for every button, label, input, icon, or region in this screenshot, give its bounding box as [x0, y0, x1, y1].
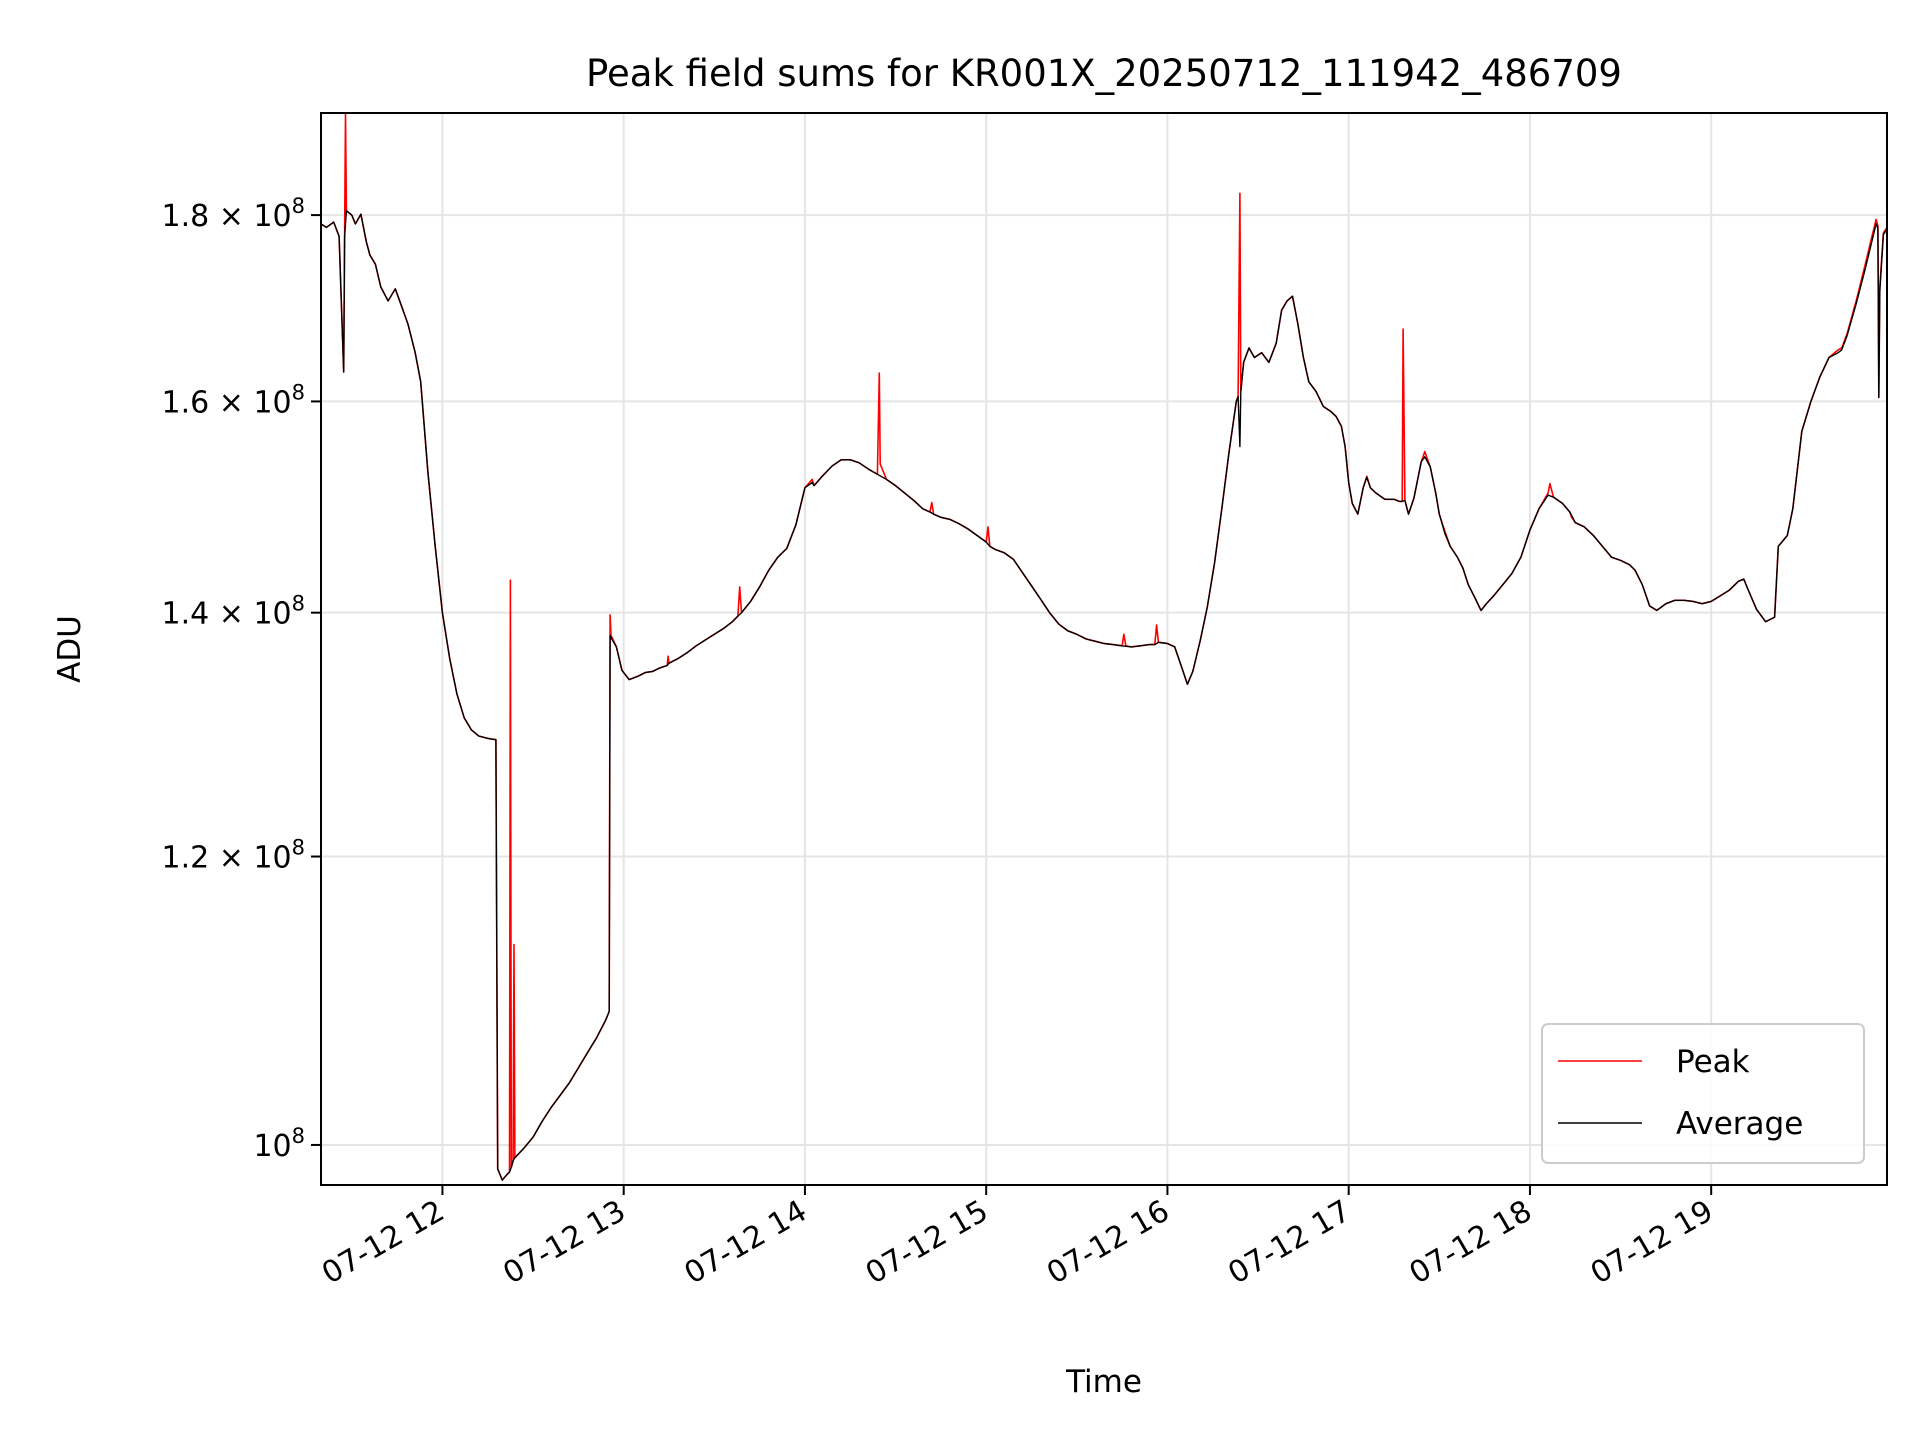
legend-label-peak: Peak [1676, 1044, 1750, 1080]
chart-title: Peak field sums for KR001X_20250712_1119… [586, 52, 1622, 95]
y-tick-label: 1.4 × 108 [162, 592, 305, 632]
y-tick-label: 1.2 × 108 [162, 836, 305, 876]
series-line-average [320, 210, 1888, 1181]
legend-box [1541, 1023, 1865, 1164]
x-axis-title: Time [1065, 1364, 1142, 1400]
legend: Peak Average [1541, 1023, 1865, 1164]
legend-label-average: Average [1676, 1106, 1803, 1142]
series-lines [320, 112, 1888, 1181]
y-tick-label: 1.6 × 108 [162, 380, 305, 420]
grid [321, 113, 1887, 1185]
plot-frame [320, 112, 1888, 1186]
y-tick-label: 1.8 × 108 [162, 194, 305, 234]
y-axis: 108 1.2 × 108 1.4 × 108 1.6 × 108 1.8 × 108 [162, 194, 321, 1164]
y-axis-title: ADU [52, 615, 88, 683]
y-tick-label: 108 [253, 1124, 305, 1164]
